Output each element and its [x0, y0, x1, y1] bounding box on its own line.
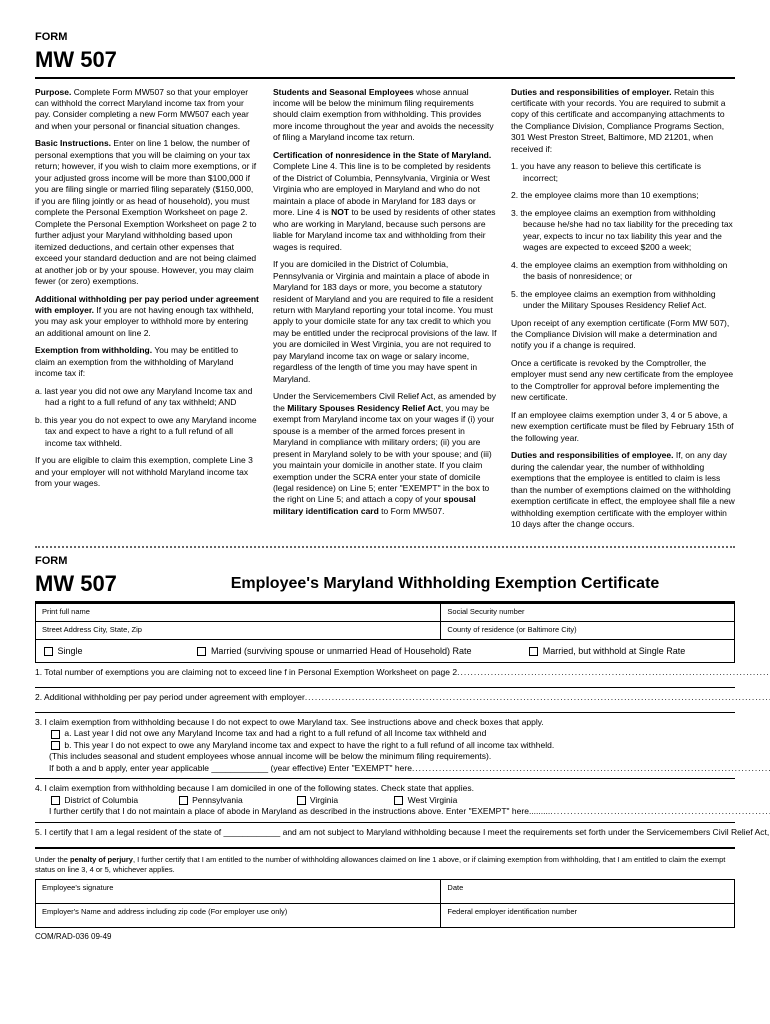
line-3a-checkbox[interactable]: [51, 730, 60, 739]
line-3: 3. I claim exemption from withholding be…: [35, 713, 735, 779]
nonresidence-cert: Certification of nonresidence in the Sta…: [273, 150, 497, 253]
instructions-col-3: Duties and responsibilities of employer.…: [511, 87, 735, 537]
pa-checkbox[interactable]: [179, 796, 188, 805]
students-seasonal: Students and Seasonal Employees whose an…: [273, 87, 497, 144]
perjury-statement: Under the penalty of perjury, I further …: [35, 849, 735, 879]
form-header: FORM MW 507: [35, 30, 735, 75]
dc-label: District of Columbia: [64, 795, 174, 806]
reason-4: 4. the employee claims an exemption from…: [511, 260, 735, 283]
employer-duties-heading: Duties and responsibilities of employer.…: [511, 87, 735, 156]
line-4b-text: I further certify that I do not maintain…: [49, 806, 529, 816]
va-checkbox[interactable]: [297, 796, 306, 805]
line-4: 4. I claim exemption from withholding be…: [35, 779, 735, 822]
additional-withholding: Additional withholding per pay period un…: [35, 294, 259, 340]
line-2: 2. Additional withholding per pay period…: [35, 688, 735, 713]
domiciled-info: If you are domiciled in the District of …: [273, 259, 497, 385]
line-3-text: 3. I claim exemption from withholding be…: [35, 717, 770, 728]
line-1-text: 1. Total number of exemptions you are cl…: [35, 667, 457, 677]
identity-table: Print full name Social Security number S…: [35, 603, 735, 663]
employee-signature-field[interactable]: Employee's signature: [36, 880, 441, 904]
new-cert-deadline: If an employee claims exemption under 3,…: [511, 410, 735, 444]
reason-1: 1. you have any reason to believe this c…: [511, 161, 735, 184]
line-3a-text: a. Last year I did not owe any Maryland …: [64, 728, 486, 738]
reason-3: 3. the employee claims an exemption from…: [511, 208, 735, 254]
line-1: 1. Total number of exemptions you are cl…: [35, 663, 735, 688]
line-3b-checkbox[interactable]: [51, 741, 60, 750]
form-label: FORM: [35, 30, 735, 45]
married-hoh-checkbox[interactable]: [197, 647, 206, 656]
instructions-col-1: Purpose. Complete Form MW507 so that you…: [35, 87, 259, 537]
wv-label: West Virginia: [408, 795, 458, 805]
line-2-text: 2. Additional withholding per pay period…: [35, 692, 305, 702]
form-number: MW 507: [35, 45, 735, 75]
cert-form-label: FORM: [35, 554, 155, 569]
line-4-text: 4. I claim exemption from withholding be…: [35, 783, 770, 794]
certificate-header: FORM MW 507 Employee's Maryland Withhold…: [35, 554, 735, 599]
certificate-title: Employee's Maryland Withholding Exemptio…: [155, 573, 735, 599]
line-3b-text: b. This year I do not expect to owe any …: [64, 740, 554, 750]
line-5: 5. I certify that I am a legal resident …: [35, 823, 735, 849]
full-name-field[interactable]: Print full name: [36, 604, 441, 622]
exemption-b: b. this year you do not expect to owe an…: [35, 415, 259, 449]
married-single-checkbox[interactable]: [529, 647, 538, 656]
purpose: Purpose. Complete Form MW507 so that you…: [35, 87, 259, 133]
county-field[interactable]: County of residence (or Baltimore City): [441, 621, 735, 639]
reason-2: 2. the employee claims more than 10 exem…: [511, 190, 735, 201]
pa-label: Pennsylvania: [192, 795, 292, 806]
single-checkbox[interactable]: [44, 647, 53, 656]
exemption-eligible: If you are eligible to claim this exempt…: [35, 455, 259, 489]
signature-table: Employee's signature Date Employer's Nam…: [35, 879, 735, 928]
employer-name-field[interactable]: Employer's Name and address including zi…: [36, 904, 441, 928]
address-field[interactable]: Street Address City, State, Zip: [36, 621, 441, 639]
line-3c-text: (This includes seasonal and student empl…: [35, 751, 770, 762]
line-5-text: 5. I certify that I am a legal resident …: [35, 827, 770, 837]
employee-duties: Duties and responsibilities of employee.…: [511, 450, 735, 530]
scra-info: Under the Servicemembers Civil Relief Ac…: [273, 391, 497, 517]
footer-code: COM/RAD-036 09-49: [35, 932, 735, 943]
dc-checkbox[interactable]: [51, 796, 60, 805]
ssn-field[interactable]: Social Security number: [441, 604, 735, 622]
va-label: Virginia: [310, 795, 390, 806]
basic-instructions: Basic Instructions. Enter on line 1 belo…: [35, 138, 259, 287]
instructions-col-2: Students and Seasonal Employees whose an…: [273, 87, 497, 537]
filing-status-row: Single Married (surviving spouse or unma…: [36, 639, 735, 662]
exemption-intro: Exemption from withholding. You may be e…: [35, 345, 259, 379]
date-field[interactable]: Date: [441, 880, 735, 904]
single-label: Single: [58, 646, 83, 656]
fein-field[interactable]: Federal employer identification number: [441, 904, 735, 928]
married-single-label: Married, but withhold at Single Rate: [543, 646, 686, 656]
married-hoh-label: Married (surviving spouse or unmarried H…: [211, 646, 472, 656]
line-3d-text: If both a and b apply, enter year applic…: [49, 763, 412, 773]
instructions: Purpose. Complete Form MW507 so that you…: [35, 87, 735, 537]
reason-5: 5. the employee claims an exemption from…: [511, 289, 735, 312]
revoked-cert: Once a certificate is revoked by the Com…: [511, 358, 735, 404]
compliance-review: Upon receipt of any exemption certificat…: [511, 318, 735, 352]
wv-checkbox[interactable]: [394, 796, 403, 805]
exemption-a: a. last year you did not owe any Marylan…: [35, 386, 259, 409]
cert-form-number: MW 507: [35, 569, 155, 599]
